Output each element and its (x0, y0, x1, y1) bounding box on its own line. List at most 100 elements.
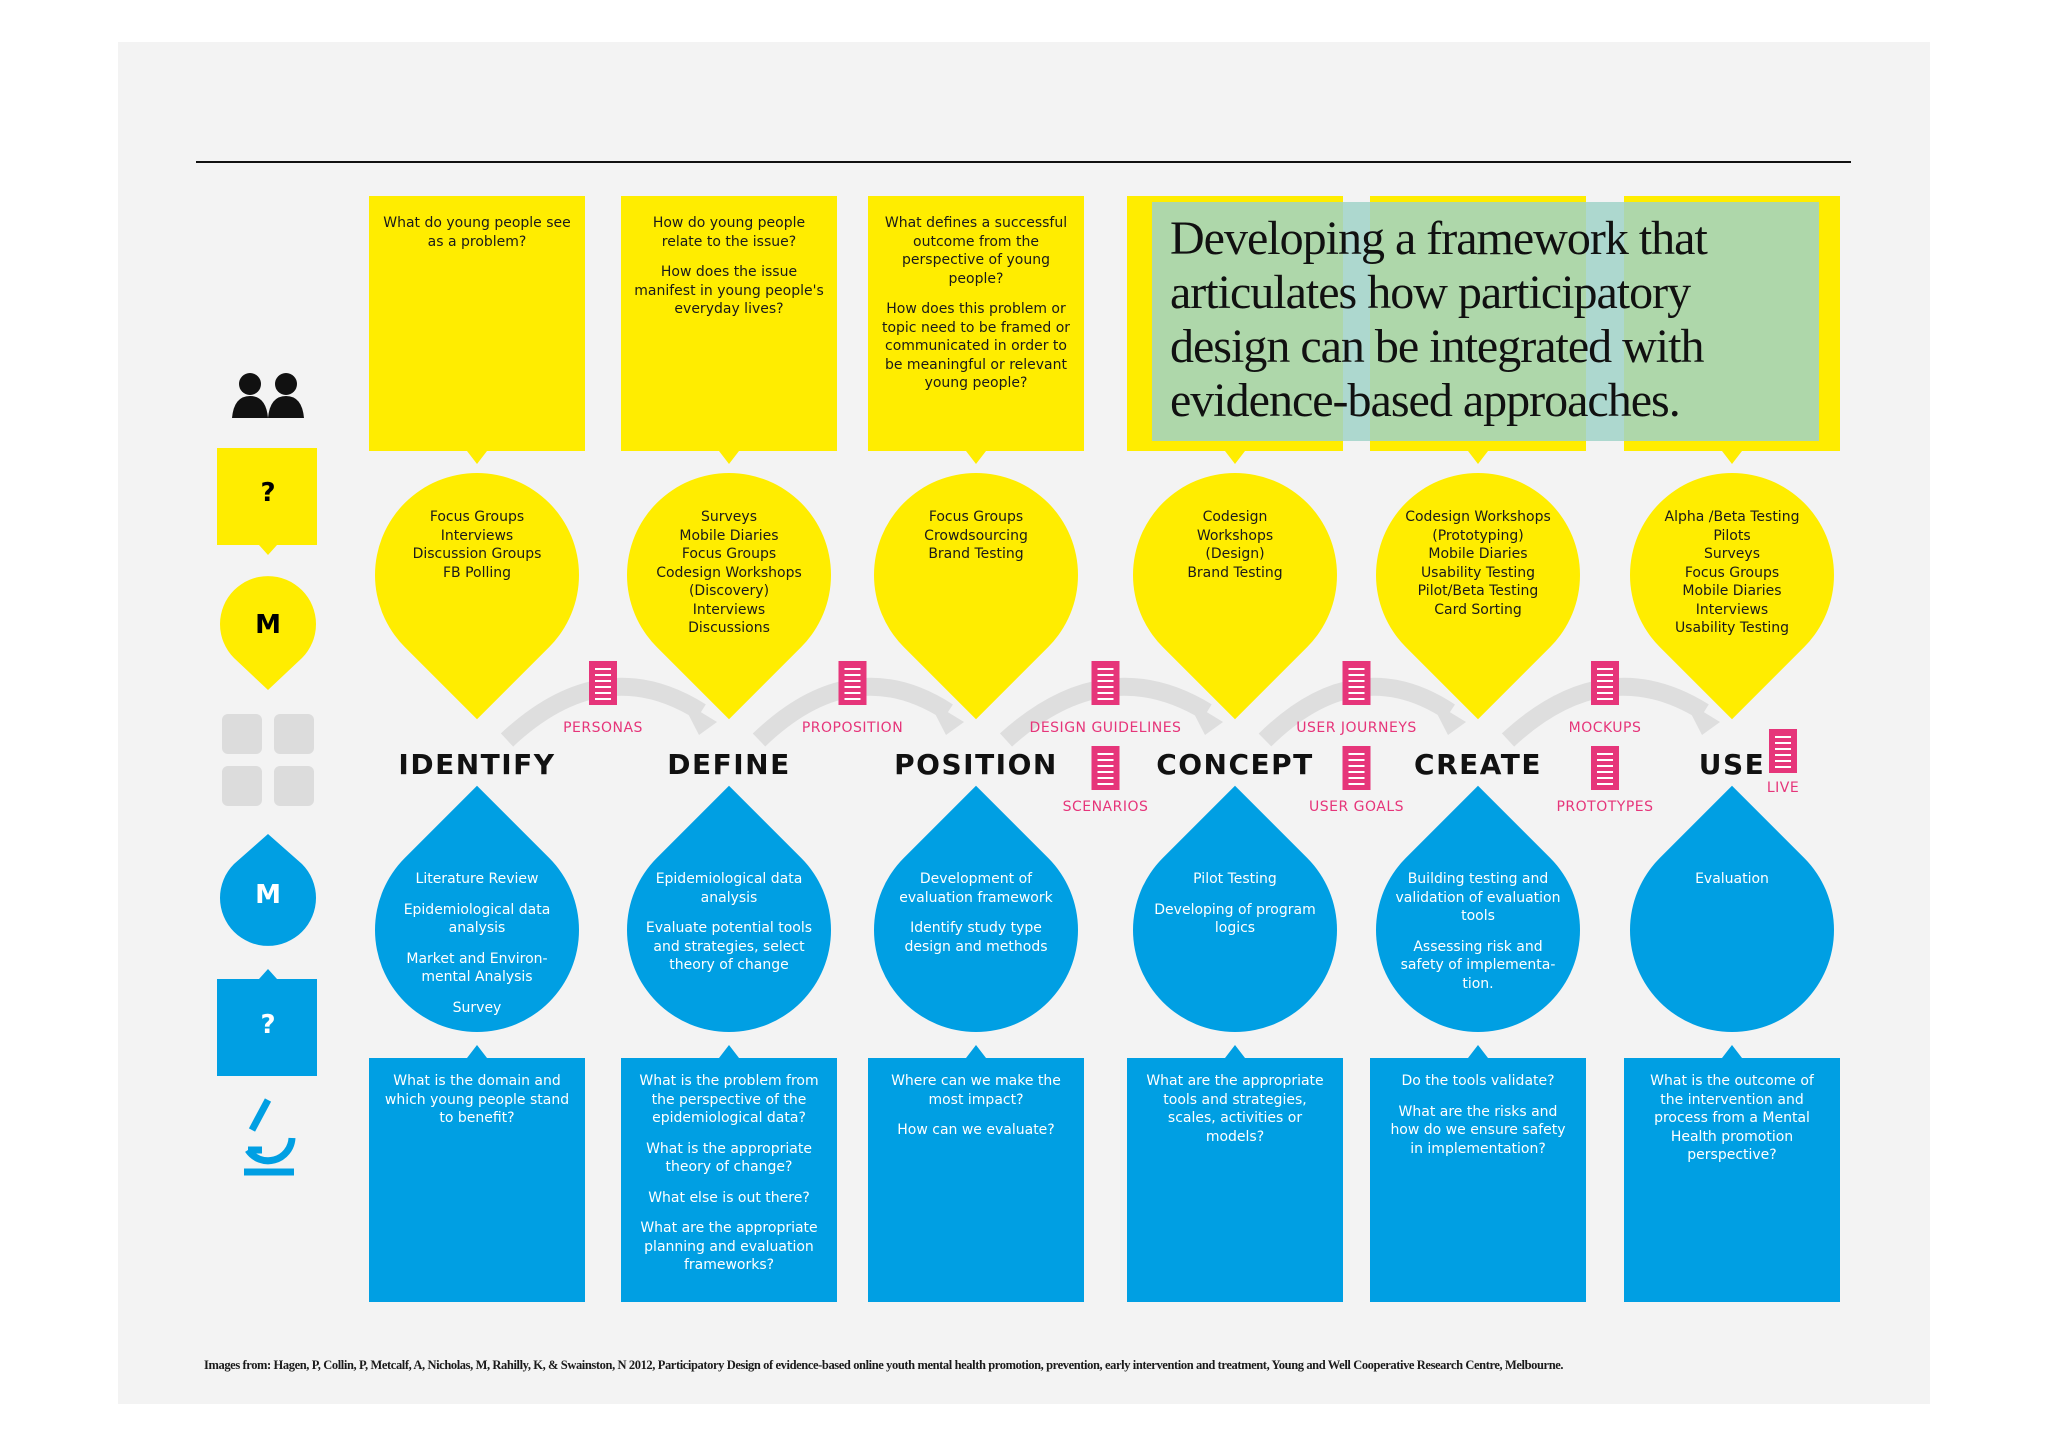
stage-name: DEFINE (667, 748, 791, 781)
title-backdrop (1152, 202, 1819, 441)
text-line: Card Sorting (1434, 601, 1522, 618)
text-line: Interviews (692, 601, 766, 618)
text-line: (Design) (1205, 546, 1265, 562)
deliverable-label: USER JOURNEYS (1296, 720, 1417, 736)
text-line: What else is out there? (648, 1189, 810, 1206)
text-line: Building testing and validation of evalu… (1395, 871, 1561, 924)
question-box-bottom (1624, 1045, 1840, 1302)
document-icon (1091, 661, 1120, 705)
text-line: Epidemiological data analysis (655, 871, 803, 906)
stage-name: POSITION (894, 748, 1058, 781)
side-methods-drop (220, 576, 316, 690)
deliverable-label: MOCKUPS (1568, 720, 1642, 736)
text-line: Where can we make the most impact? (891, 1073, 1061, 1108)
text-line: Evaluate potential tools and strategies,… (645, 920, 813, 973)
text-line: Discussion Groups (412, 546, 542, 562)
stage-name: CREATE (1414, 748, 1542, 781)
question-box-top (369, 196, 585, 464)
text-line: Mobile Diaries (1428, 546, 1528, 562)
document-icon (589, 661, 617, 705)
text-line: Survey (452, 999, 502, 1016)
text-line: What do young people see as a problem? (383, 215, 571, 250)
research: Epidemiological data analysis Evaluate po… (641, 870, 817, 987)
text-line: Brand Testing (1187, 564, 1283, 581)
deliverable-label: PERSONAS (563, 720, 643, 736)
methods: Alpha /Beta Testing Pilots Surveys Focus Gr… (1647, 508, 1817, 638)
text-line: Assessing risk and safety of implementa-… (1400, 938, 1556, 992)
methods-bubble (874, 473, 1079, 720)
text-line: Crowdsourcing (924, 527, 1028, 544)
bottom-questions: What is the outcome of the intervention … (1637, 1072, 1827, 1177)
text-line: Usability Testing (1420, 564, 1536, 581)
question-box-top (868, 196, 1084, 464)
question-box-bottom (1370, 1045, 1586, 1302)
methods-bubble (375, 473, 580, 720)
methods: Focus Groups Interviews Discussion Groups F… (392, 508, 562, 582)
bottom-questions: What is the domain and which young peopl… (382, 1072, 572, 1140)
text-line: Market and Environ-mental Analysis (406, 950, 548, 986)
research-drop (1629, 785, 1834, 1033)
people-icon (232, 373, 304, 418)
document-icon (838, 661, 867, 705)
research: Evaluation (1644, 870, 1820, 901)
text-line: Mobile Diaries (679, 527, 779, 544)
document-icon (1591, 661, 1619, 705)
deliverable-label: PROTOTYPES (1556, 799, 1654, 815)
methods-bubble (627, 473, 832, 720)
question-box-bottom (621, 1045, 837, 1302)
side-q: ? (260, 478, 276, 508)
bottom-questions: Where can we make the most impact? How ca… (881, 1072, 1071, 1152)
text-line: Evaluation (1695, 871, 1769, 887)
document-icon (1769, 729, 1797, 773)
text-line: Pilots (1713, 527, 1751, 544)
methods-bubble (1630, 473, 1835, 720)
text-line: Developing of program logics (1154, 901, 1316, 937)
top-questions: What defines a successful outcome from t… (881, 214, 1071, 405)
text-line: Focus Groups (1684, 564, 1780, 581)
side-m: M (255, 880, 281, 910)
text-line: (Prototyping) (1432, 527, 1524, 544)
research: Development of evaluation framework Ident… (888, 870, 1064, 968)
text-line: How does the issue manifest in young peo… (634, 264, 824, 317)
research-drop (1133, 785, 1337, 1032)
question-box-bottom (369, 1045, 585, 1302)
title: Developing a framework that articulates … (1170, 212, 1708, 427)
text-line: What are the appropriate planning and ev… (640, 1220, 818, 1273)
puzzle-icon (222, 714, 314, 806)
flow-arrow (928, 700, 964, 735)
deliverable-label: DESIGN GUIDELINES (1029, 720, 1182, 736)
bottom-questions: Do the tools validate? What are the risks… (1383, 1072, 1573, 1170)
top-questions: How do young people relate to the issue?… (634, 214, 824, 331)
text-line: What are the appropriate tools and strat… (1146, 1073, 1324, 1145)
text-line: Usability Testing (1674, 620, 1790, 636)
side-question-box-blue (217, 969, 317, 1076)
text-line: Identify study type design and methods (904, 920, 1048, 955)
text-line: Interviews (440, 527, 514, 544)
stage-name: IDENTIFY (398, 748, 556, 781)
text-line: (Discovery) (688, 583, 770, 599)
text-line: Focus Groups (429, 509, 525, 525)
research-drop (1376, 785, 1580, 1032)
flow-arrow (1684, 700, 1720, 735)
text-line: Surveys (1704, 546, 1760, 562)
text-line: Codesign Workshops (656, 564, 802, 581)
document-icon (1091, 746, 1120, 790)
flow-arrow (681, 700, 717, 735)
text-line: What are the risks and how do we ensure … (1390, 1103, 1566, 1157)
methods: Codesign Workshops (Design) Brand Testing (1150, 508, 1320, 582)
text-line: Interviews (1695, 601, 1769, 618)
methods: Codesign Workshops (Prototyping) Mobile Di… (1393, 508, 1563, 619)
stage-name: CONCEPT (1156, 748, 1314, 781)
citation: Images from: Hagen, P, Collin, P, Metcal… (204, 1358, 1564, 1372)
text-line: Codesign Workshops (1405, 509, 1551, 525)
side-question-box (217, 448, 317, 555)
text-line: Development of evaluation framework (899, 871, 1053, 906)
text-line: Brand Testing (928, 546, 1024, 562)
methods-bubble (1133, 473, 1337, 720)
text-line: What is the outcome of the intervention … (1650, 1073, 1814, 1163)
flow-arrow (1187, 700, 1223, 735)
methods-bubble (1376, 473, 1580, 720)
research-drop (627, 785, 831, 1032)
